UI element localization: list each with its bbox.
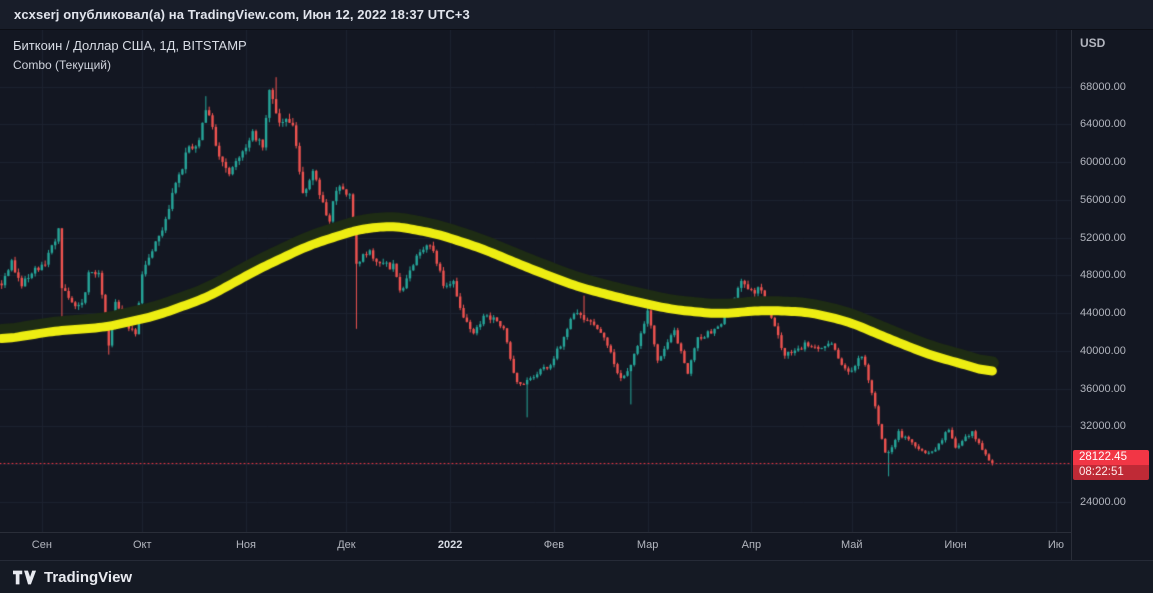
price-axis-label: 56000.00 [1080, 193, 1126, 206]
time-axis-label[interactable]: Мар [636, 539, 659, 551]
time-axis-label[interactable]: Ию [1047, 539, 1065, 551]
time-axis-label[interactable]: Апр [741, 539, 762, 551]
price-axis-label: 60000.00 [1080, 156, 1126, 169]
price-axis-label: 44000.00 [1080, 307, 1126, 320]
price-axis-label: 64000.00 [1080, 118, 1126, 131]
symbol-legend[interactable]: Биткоин / Доллар США, 1Д, BITSTAMP [13, 38, 247, 53]
currency-label: USD [1080, 36, 1106, 50]
publication-text[interactable]: xcxserj опубликовал(а) на TradingView.co… [14, 7, 470, 22]
price-axis[interactable]: USD 28122.45 08:22:51 68000.00 64000.00 60… [1071, 30, 1153, 560]
publication-bar: xcxserj опубликовал(а) на TradingView.co… [0, 0, 1153, 30]
time-axis[interactable]: Сен Окт Ноя Дек 2022 Фев Мар Апр Май Июн Ию [0, 532, 1071, 560]
chart-area: Биткоин / Доллар США, 1Д, BITSTAMP Combo… [0, 30, 1153, 560]
price-axis-label: 48000.00 [1080, 269, 1126, 282]
time-axis-label[interactable]: Окт [132, 539, 152, 551]
candle-countdown: 08:22:51 [1073, 464, 1149, 480]
chart-legend: Биткоин / Доллар США, 1Д, BITSTAMP Combo… [13, 37, 247, 74]
time-axis-label[interactable]: Ноя [235, 539, 256, 551]
tradingview-logo[interactable]: TradingView [13, 569, 132, 586]
last-price-tag: 28122.45 08:22:51 [1073, 449, 1149, 480]
time-axis-label[interactable]: Дек [337, 539, 356, 551]
footer: TradingView [0, 560, 1153, 593]
price-axis-label: 32000.00 [1080, 420, 1126, 433]
price-axis-label: 36000.00 [1080, 382, 1126, 395]
last-price-value: 28122.45 [1073, 449, 1149, 465]
time-axis-label[interactable]: Фев [543, 539, 565, 551]
indicator-legend[interactable]: Combo (Текущий) [13, 58, 112, 72]
time-axis-label[interactable]: Июн [944, 539, 967, 551]
time-axis-label[interactable]: 2022 [437, 539, 463, 551]
tradingview-wordmark: TradingView [44, 568, 133, 586]
price-axis-label: 68000.00 [1080, 80, 1126, 93]
price-axis-label: 52000.00 [1080, 231, 1126, 244]
time-axis-label[interactable]: Май [840, 539, 863, 551]
price-axis-label: 40000.00 [1080, 344, 1126, 357]
time-axis-label[interactable]: Сен [31, 539, 52, 551]
tradingview-logo-icon [13, 570, 37, 584]
price-chart-canvas[interactable] [0, 30, 1071, 532]
price-axis-label: 24000.00 [1080, 495, 1126, 508]
